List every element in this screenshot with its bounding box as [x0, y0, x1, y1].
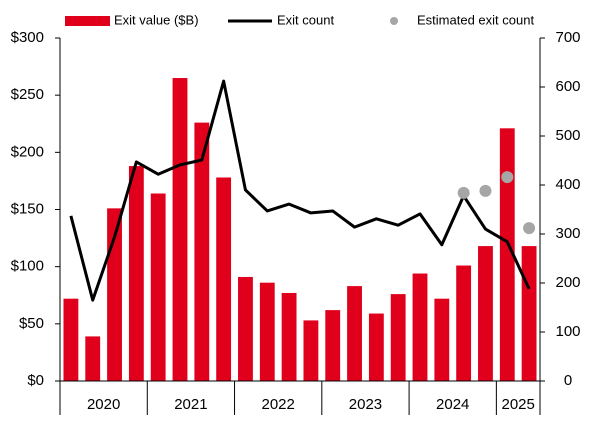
x-tick-label: 2022 [261, 396, 294, 413]
point [457, 186, 470, 199]
legend-label: Estimated exit count [417, 12, 534, 27]
y-tick-label: $50 [19, 315, 44, 332]
bar [499, 128, 515, 381]
bar [347, 286, 362, 381]
bar [368, 313, 384, 381]
bar [238, 276, 253, 381]
x-tick-label: 2023 [349, 396, 382, 413]
bar [63, 298, 79, 381]
bar [303, 320, 319, 381]
bar [85, 336, 101, 381]
point [501, 171, 514, 184]
y2-tick-label: 500 [555, 127, 580, 144]
point [523, 222, 536, 235]
x-tick-label: 2025 [501, 396, 534, 413]
bar [259, 282, 275, 381]
bar [390, 294, 406, 381]
y2-tick-label: 600 [555, 78, 580, 95]
bar [128, 166, 144, 381]
y2-tick-label: 0 [564, 372, 572, 389]
y2-tick-label: 400 [555, 176, 580, 193]
legend-label: Exit count [277, 12, 334, 27]
y-tick-label: $0 [27, 372, 44, 389]
bar [216, 177, 232, 381]
y-tick-label: $150 [11, 200, 44, 217]
legend-swatch [65, 16, 110, 26]
bar [172, 78, 188, 382]
x-tick-label: 2020 [87, 396, 120, 413]
x-tick-label: 2021 [174, 396, 207, 413]
y2-tick-label: 300 [555, 225, 580, 242]
y-tick-label: $300 [11, 29, 44, 46]
y-tick-label: $250 [11, 86, 44, 103]
bar [521, 246, 537, 381]
bar [478, 246, 493, 381]
bar [325, 310, 341, 381]
bar [456, 265, 472, 381]
y-tick-label: $200 [11, 143, 44, 160]
bar [281, 292, 297, 381]
point [479, 184, 492, 197]
y-tick-label: $100 [11, 258, 44, 275]
bar [434, 298, 450, 381]
y2-tick-label: 100 [555, 323, 580, 340]
legend-label: Exit value ($B) [114, 12, 199, 27]
y2-tick-label: 200 [555, 274, 580, 291]
bar [194, 122, 210, 382]
x-tick-label: 2024 [436, 396, 469, 413]
y2-tick-label: 700 [555, 29, 580, 46]
bar [150, 193, 166, 381]
bar [412, 273, 428, 381]
legend-swatch [390, 17, 398, 25]
line [69, 79, 531, 302]
